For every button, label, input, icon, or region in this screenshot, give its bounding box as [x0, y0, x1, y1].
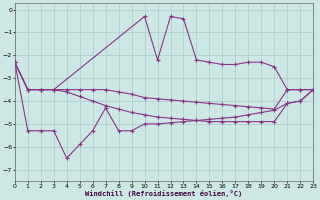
X-axis label: Windchill (Refroidissement éolien,°C): Windchill (Refroidissement éolien,°C): [85, 190, 243, 197]
